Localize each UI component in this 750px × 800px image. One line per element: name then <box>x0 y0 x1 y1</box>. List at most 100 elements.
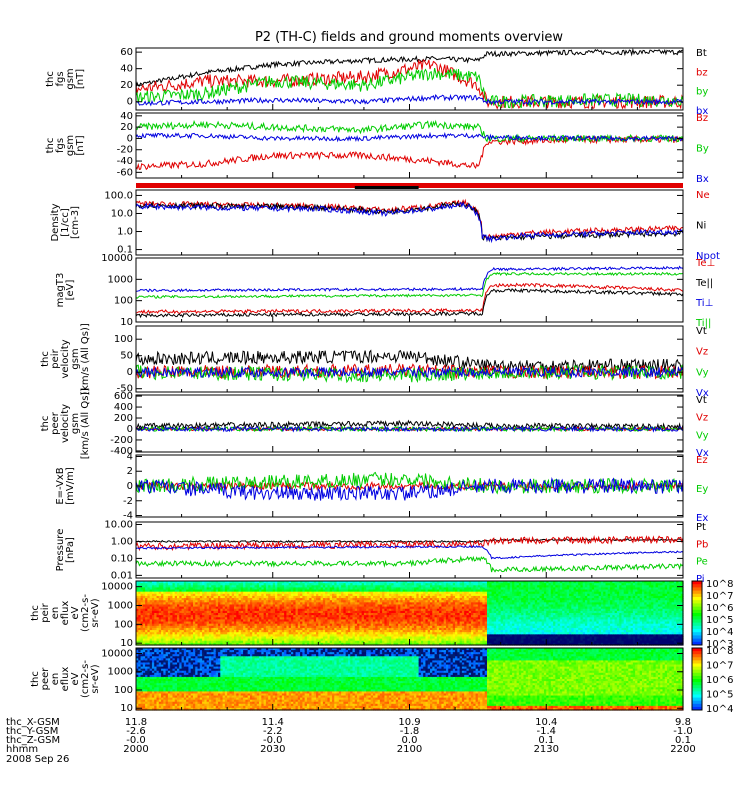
spectrogram-cell <box>430 638 433 642</box>
spectrogram-cell <box>277 636 281 640</box>
spectrogram-cell <box>240 613 244 616</box>
spectrogram-cell <box>434 615 438 618</box>
spectrogram-cell <box>261 632 265 635</box>
spectrogram-cell <box>156 591 160 595</box>
spectrogram-cell <box>473 630 477 633</box>
spectrogram-cell <box>142 593 146 597</box>
legend-Vy: Vy <box>696 430 709 441</box>
spectrogram-cell <box>227 585 231 588</box>
spectrogram-cell <box>290 634 294 638</box>
spectrogram-cell <box>293 623 297 627</box>
spectrogram-cell <box>468 604 472 608</box>
spectrogram-cell <box>204 593 208 597</box>
spectrogram-cell <box>140 617 144 620</box>
spectrogram-cell <box>161 587 164 591</box>
spectrogram-cell <box>457 600 461 603</box>
spectrogram-cell <box>284 598 288 601</box>
spectrogram-cell <box>482 600 486 603</box>
spectrogram-cell <box>293 593 297 597</box>
y-tick-label: 10000 <box>101 253 133 264</box>
spectrogram-cell <box>195 625 199 629</box>
spectrogram-cell <box>234 642 237 646</box>
spectrogram-cell <box>448 600 452 603</box>
spectrogram-cell <box>361 600 365 603</box>
spectrogram-cell <box>300 604 303 608</box>
spectrogram-cell <box>275 640 278 644</box>
spectrogram-cell <box>252 602 256 606</box>
spectrogram-cell <box>238 630 242 633</box>
spectrogram-cell <box>466 583 470 586</box>
spectrogram-cell <box>434 608 438 612</box>
spectrogram-cell <box>206 589 210 593</box>
spectrogram-cell <box>359 587 363 591</box>
spectrogram-cell <box>398 608 401 612</box>
spectrogram-cell <box>138 606 142 610</box>
spectrogram-cell <box>197 627 201 631</box>
spectrogram-cell <box>170 634 174 638</box>
spectrogram-cell <box>402 591 406 595</box>
spectrogram-cell <box>174 608 178 612</box>
spectrogram-cell <box>286 623 290 627</box>
spectrogram-cell <box>375 606 379 610</box>
spectrogram-cell <box>443 610 447 614</box>
spectrogram-cell <box>306 642 310 646</box>
spectrogram-cell <box>188 621 192 625</box>
spectrogram-cell <box>295 593 299 597</box>
spectrogram-cell <box>151 636 155 640</box>
spectrogram-cell <box>325 587 329 591</box>
spectrogram-cell <box>165 640 169 644</box>
spectrogram-cell <box>327 608 331 612</box>
spectrogram-cell <box>404 585 408 588</box>
spectrogram-cell <box>388 602 392 606</box>
spectrogram-cell <box>448 591 452 595</box>
spectrogram-cell <box>334 591 338 595</box>
spectrogram-cell <box>320 598 324 601</box>
spectrogram-cell <box>466 610 470 614</box>
spectrogram-cell <box>156 632 160 635</box>
spectrogram-cell <box>229 585 233 588</box>
spectrogram-cell <box>279 630 283 633</box>
spectrogram-cell <box>375 598 379 601</box>
spectrogram-cell <box>197 581 201 584</box>
spectrogram-cell <box>177 634 180 638</box>
spectrogram-cell <box>158 587 162 591</box>
spectrogram-cell <box>468 636 472 640</box>
spectrogram-cell <box>195 617 199 620</box>
spectrogram-cell <box>407 632 411 635</box>
spectrogram-cell <box>240 621 244 625</box>
spectrogram-cell <box>309 608 313 612</box>
spectrogram-cell <box>295 615 299 618</box>
spectrogram-cell <box>281 581 285 584</box>
spectrogram-cell <box>147 591 151 595</box>
spectrogram-cell <box>265 598 269 601</box>
spectrogram-cell <box>379 627 383 631</box>
spectrogram-cell <box>188 636 192 640</box>
spectrogram-cell <box>489 610 493 614</box>
spectrogram-cell <box>236 608 240 612</box>
spectrogram-cell <box>206 619 210 623</box>
spectrogram-cell <box>172 593 176 597</box>
spectrogram-cell <box>457 619 461 623</box>
spectrogram-cell <box>138 623 142 627</box>
spectrogram-cell <box>208 604 212 608</box>
spectrogram-cell <box>238 636 242 640</box>
spectrogram-cell <box>416 623 420 627</box>
spectrogram-cell <box>202 598 205 601</box>
spectrogram-cell <box>489 613 493 616</box>
spectrogram-cell <box>393 640 397 644</box>
spectrogram-cell <box>361 634 365 638</box>
spectrogram-cell <box>297 598 301 601</box>
spectrogram-cell <box>165 615 169 618</box>
spectrogram-cell <box>229 627 233 631</box>
spectrogram-cell <box>136 589 139 593</box>
spectrogram-cell <box>486 606 490 610</box>
spectrogram-cell <box>272 619 276 623</box>
spectrogram-cell <box>411 595 415 599</box>
spectrogram-cell <box>441 600 445 603</box>
spectrogram-cell <box>373 621 376 625</box>
spectrogram-cell <box>231 591 235 595</box>
spectrogram-cell <box>140 591 144 595</box>
spectrogram-cell <box>432 593 436 597</box>
spectrogram-cell <box>288 585 292 588</box>
spectrogram-cell <box>158 619 162 623</box>
